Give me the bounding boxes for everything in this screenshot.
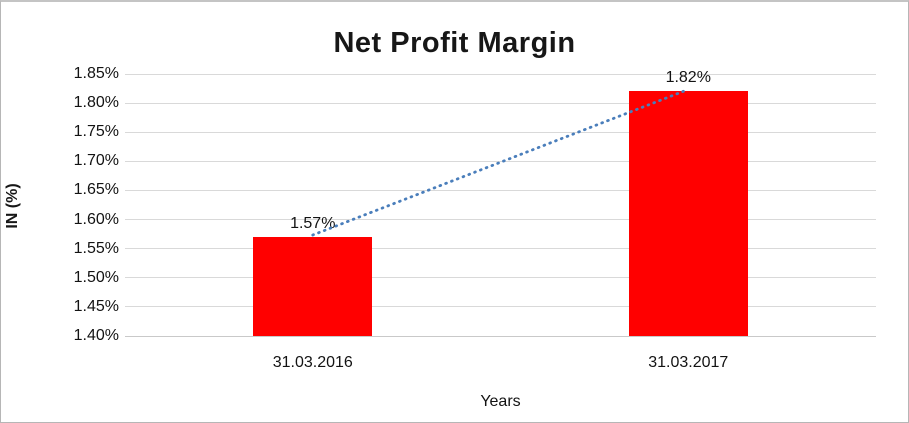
y-axis-title: IN (%) <box>4 183 21 229</box>
y-tick-label: 1.85% <box>73 65 119 82</box>
gridline <box>125 248 876 250</box>
y-tick-label: 1.75% <box>73 123 119 141</box>
gridline <box>125 306 876 308</box>
gridline <box>125 160 876 162</box>
y-tick-label: 1.50% <box>73 268 119 286</box>
y-tick-label: 1.60% <box>73 210 119 228</box>
bar-data-label: 1.82% <box>665 69 711 87</box>
bar-31.03.2016 <box>253 237 373 336</box>
plot-area: 1.57% 1.82% <box>125 69 876 337</box>
trendline <box>311 88 690 237</box>
x-axis-title: Years <box>480 393 521 410</box>
x-tick-label: 31.03.2017 <box>648 354 729 371</box>
y-tick-label: 1.55% <box>73 239 119 257</box>
chart-title: Net Profit Margin <box>333 27 576 59</box>
x-axis-line <box>125 335 876 337</box>
x-tick-label: 31.03.2016 <box>272 354 353 371</box>
gridline <box>125 219 876 221</box>
gridline <box>125 73 876 75</box>
gridline <box>125 189 876 191</box>
y-tick-label: 1.40% <box>73 327 119 344</box>
y-tick-label: 1.70% <box>73 152 119 170</box>
trendline-layer <box>311 88 690 237</box>
gridline <box>125 131 876 133</box>
y-tick-label: 1.80% <box>73 94 119 112</box>
y-tick-label: 1.65% <box>73 181 119 199</box>
y-tick-label: 1.45% <box>73 297 119 315</box>
gridline <box>125 277 876 279</box>
gridline <box>125 102 876 104</box>
bar-31.03.2017 <box>628 91 748 336</box>
bar-data-label: 1.57% <box>290 215 336 233</box>
